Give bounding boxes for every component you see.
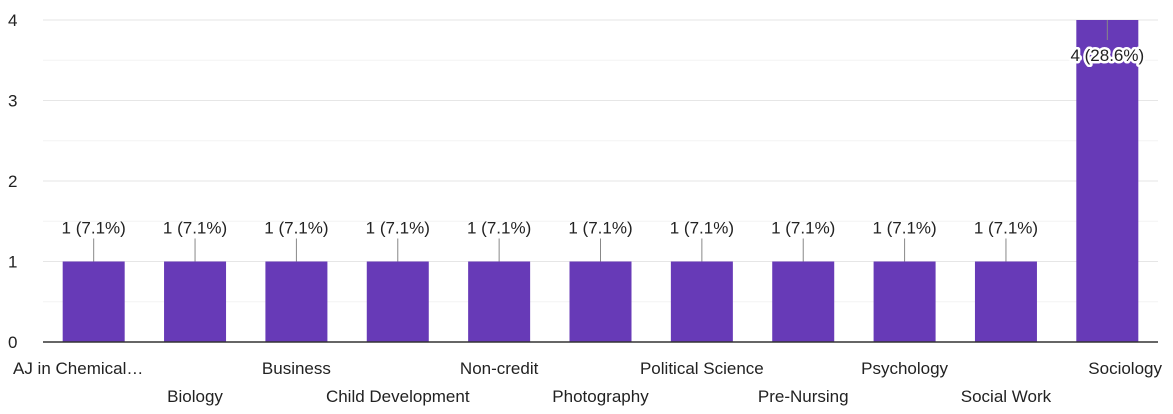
data-label: 1 (7.1%) — [264, 219, 328, 238]
y-tick-label: 1 — [8, 253, 17, 272]
bar — [772, 261, 835, 342]
bar — [670, 261, 733, 342]
data-label: 1 (7.1%) — [62, 219, 126, 238]
bar — [974, 261, 1037, 342]
x-axis-ticks: AJ in Chemical… Biology Business Child Deve… — [13, 359, 1162, 406]
x-tick-label: Business — [262, 359, 331, 378]
data-label: 1 (7.1%) — [163, 219, 227, 238]
y-axis-ticks: 0 1 2 3 4 — [8, 11, 17, 352]
bar — [164, 261, 227, 342]
bar — [265, 261, 328, 342]
x-tick-label: Pre-Nursing — [758, 387, 849, 406]
data-label: 4 (28.6%) — [1070, 46, 1144, 65]
data-label: 1 (7.1%) — [467, 219, 531, 238]
y-tick-label: 3 — [8, 92, 17, 111]
x-tick-label: Sociology — [1088, 359, 1162, 378]
data-labels: 1 (7.1%) 1 (7.1%) 1 (7.1%) 1 (7.1%) 1 (7.1%)… — [62, 44, 1147, 238]
data-label: 1 (7.1%) — [366, 219, 430, 238]
bar — [569, 261, 632, 342]
data-label: 1 (7.1%) — [872, 219, 936, 238]
y-tick-label: 2 — [8, 172, 17, 191]
data-label: 1 (7.1%) — [568, 219, 632, 238]
x-tick-label: Psychology — [861, 359, 948, 378]
x-tick-label: Child Development — [326, 387, 470, 406]
bars — [62, 20, 1139, 342]
x-tick-label: Political Science — [640, 359, 764, 378]
data-label: 1 (7.1%) — [974, 219, 1038, 238]
bar — [468, 261, 531, 342]
x-tick-label: Social Work — [961, 387, 1052, 406]
bar — [1076, 20, 1139, 342]
bar — [873, 261, 936, 342]
data-label-leaders — [93, 20, 1108, 262]
y-tick-label: 0 — [8, 333, 17, 352]
y-tick-label: 4 — [8, 11, 17, 30]
data-label: 1 (7.1%) — [771, 219, 835, 238]
bar — [62, 261, 125, 342]
grid-layer — [43, 19, 1158, 303]
x-tick-label: Photography — [552, 387, 649, 406]
x-tick-label: Biology — [167, 387, 223, 406]
data-label: 1 (7.1%) — [670, 219, 734, 238]
data-label-halo: 4 (28.6%) — [1070, 46, 1144, 65]
bar — [366, 261, 429, 342]
x-tick-label: Non-credit — [460, 359, 539, 378]
x-tick-label: AJ in Chemical… — [13, 359, 143, 378]
